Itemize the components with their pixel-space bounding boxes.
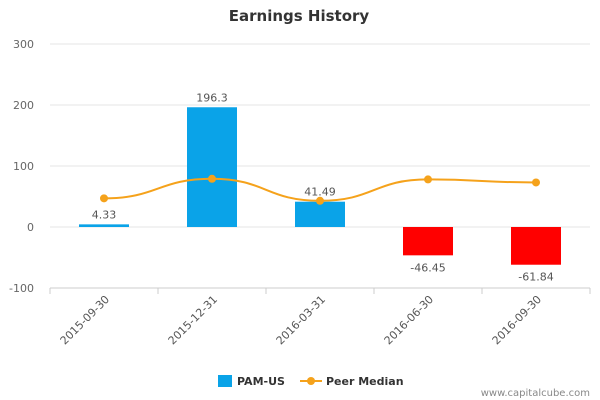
bar <box>187 107 237 227</box>
x-axis: 2015-09-30 2015-12-31 2016-03-31 2016-06-30… <box>49 287 591 347</box>
peer-median-point <box>100 194 108 203</box>
bar-series: 4.33 196.3 41.49 -46.45 -61.84 <box>79 91 561 284</box>
bar <box>511 227 561 265</box>
legend: PAM-US Peer Median <box>218 375 404 388</box>
legend-label-peer: Peer Median <box>326 375 404 388</box>
bar <box>403 227 453 256</box>
x-tick-label: 2016-03-31 <box>274 293 328 347</box>
bar-data-label: 4.33 <box>92 208 117 221</box>
y-tick-label: 100 <box>13 160 34 173</box>
credit-text: www.capitalcube.com <box>481 388 590 399</box>
x-tick-label: 2016-06-30 <box>382 293 436 347</box>
peer-median-point <box>316 196 324 205</box>
legend-swatch-peer-marker <box>307 377 315 385</box>
peer-median-point <box>532 178 540 187</box>
grid <box>50 43 590 289</box>
x-tick-label: 2015-09-30 <box>58 293 112 347</box>
bar <box>79 224 129 227</box>
x-tick-label: 2015-12-31 <box>166 293 220 347</box>
y-tick-label: 300 <box>13 38 34 51</box>
chart-title: Earnings History <box>229 7 370 25</box>
legend-swatch-pam <box>218 375 232 387</box>
y-tick-label: -100 <box>9 282 34 295</box>
y-tick-label: 200 <box>13 99 34 112</box>
y-axis: -100 0 100 200 300 <box>9 38 34 295</box>
bar-data-label: 41.49 <box>304 186 336 199</box>
peer-median-point <box>208 174 216 183</box>
x-tick-label: 2016-09-30 <box>490 293 544 347</box>
bar-data-label: -61.84 <box>518 271 553 284</box>
bar <box>295 201 345 227</box>
y-tick-label: 0 <box>27 221 34 234</box>
legend-label-pam: PAM-US <box>237 375 285 388</box>
bar-data-label: -46.45 <box>410 261 445 274</box>
peer-median-series <box>100 174 540 205</box>
bar-data-label: 196.3 <box>196 91 228 104</box>
peer-median-point <box>424 175 432 184</box>
